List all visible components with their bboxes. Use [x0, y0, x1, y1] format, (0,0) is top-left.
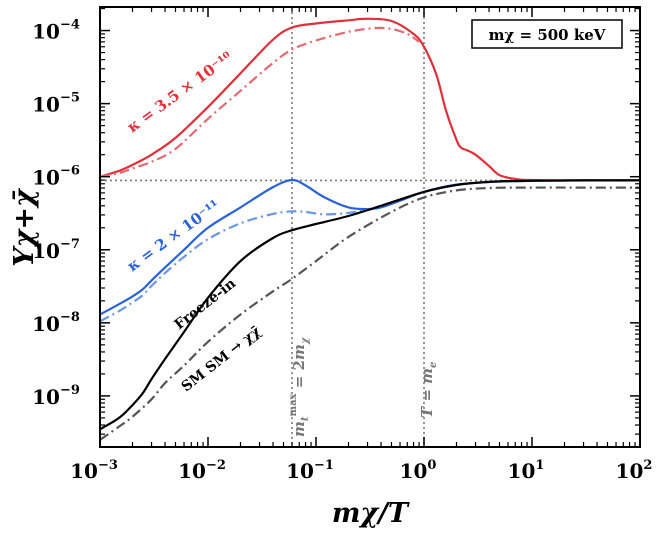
annotation-kappa-blue: κ = 2 × 10⁻¹¹ [124, 196, 223, 275]
y-tick-label-0: 10−9 [32, 383, 80, 409]
ticks [99, 7, 641, 448]
series-line-2 [100, 178, 640, 316]
series-line-0 [100, 17, 640, 182]
x-tick-label-4: 101 [508, 458, 545, 483]
legend: mχ = 500 keV [471, 19, 623, 49]
vline-label-T-me: T = me [418, 362, 439, 418]
y-axis-label: Yχ+χ̄ [9, 187, 40, 267]
x-tick-label-0: 10−3 [70, 458, 118, 483]
series-line-5 [100, 186, 640, 441]
x-tick-label-1: 10−2 [178, 458, 226, 483]
x-tick-label-5: 102 [616, 458, 653, 483]
y-tick-label-5: 10−4 [32, 18, 80, 44]
y-tick-label-2: 10−7 [32, 237, 80, 263]
series-line-4 [100, 179, 640, 431]
series-line-1 [100, 26, 420, 178]
y-tick-label-4: 10−5 [32, 91, 80, 117]
tick-labels: 10−3 10−2 10−1 100 101 102 10−9 10−8 10−7 10−6 10−… [32, 18, 652, 483]
y-tick-label-3: 10−6 [32, 164, 80, 190]
x-axis-label: mχ/T [332, 498, 410, 529]
legend-text: mχ = 500 keV [489, 26, 606, 44]
annotation-freeze-in: Freeze-in [172, 276, 239, 334]
vline-label-mtmax: mtmax = 2mχ [288, 336, 311, 437]
annotation-kappa-red: κ = 3.5 × 10⁻¹⁰ [124, 48, 236, 136]
legend-box [471, 19, 623, 49]
x-tick-label-2: 10−1 [286, 458, 334, 483]
x-tick-label-3: 100 [400, 458, 437, 483]
plot-frame [99, 6, 641, 448]
series-group [100, 17, 640, 441]
y-tick-label-1: 10−8 [32, 310, 80, 336]
series-line-3 [100, 206, 382, 323]
